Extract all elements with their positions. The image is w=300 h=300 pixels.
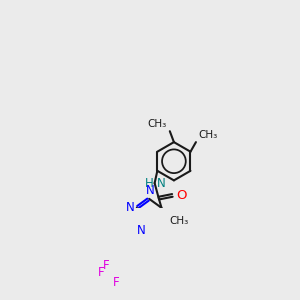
- Text: CH₃: CH₃: [148, 119, 167, 129]
- Text: N: N: [136, 224, 145, 237]
- Text: N: N: [126, 201, 135, 214]
- Text: F: F: [98, 266, 105, 279]
- Text: N: N: [157, 177, 165, 190]
- Text: N: N: [146, 184, 154, 197]
- Text: CH₃: CH₃: [198, 130, 217, 140]
- Text: F: F: [113, 276, 120, 289]
- Text: O: O: [176, 189, 186, 202]
- Text: CH₃: CH₃: [169, 216, 188, 226]
- Text: H: H: [145, 177, 153, 190]
- Text: F: F: [102, 259, 109, 272]
